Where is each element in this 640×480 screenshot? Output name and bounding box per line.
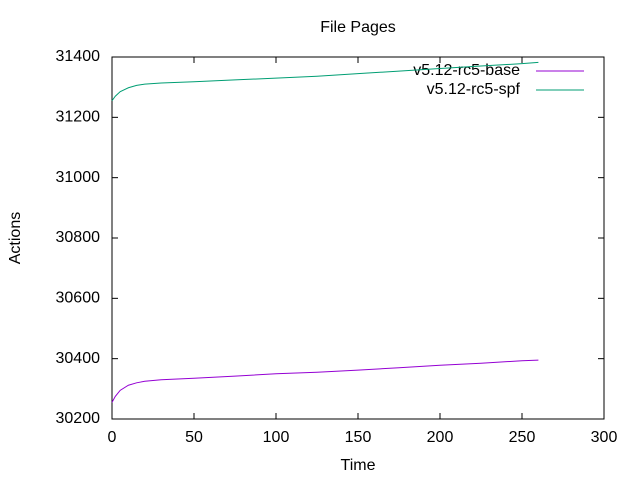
series-line <box>111 61 539 102</box>
x-tick-label: 300 <box>591 429 618 446</box>
series-line <box>111 359 539 403</box>
x-axis-label: Time <box>341 457 376 474</box>
y-tick-label: 30800 <box>56 229 101 246</box>
x-tick-label: 50 <box>185 429 203 446</box>
y-tick-label: 30600 <box>56 290 101 307</box>
x-tick-label: 150 <box>345 429 372 446</box>
x-tick-label: 0 <box>108 429 117 446</box>
y-tick-label: 31400 <box>56 48 101 65</box>
legend-label: v5.12-rc5-spf <box>427 81 521 98</box>
y-axis-label: Actions <box>7 212 24 264</box>
x-tick-label: 250 <box>509 429 536 446</box>
chart-title: File Pages <box>320 19 396 36</box>
y-tick-label: 30200 <box>56 410 101 427</box>
x-tick-label: 100 <box>263 429 290 446</box>
x-tick-label: 200 <box>427 429 454 446</box>
y-tick-label: 31000 <box>56 169 101 186</box>
y-tick-label: 31200 <box>56 109 101 126</box>
legend-label: v5.12-rc5-base <box>413 62 520 79</box>
y-tick-label: 30400 <box>56 350 101 367</box>
